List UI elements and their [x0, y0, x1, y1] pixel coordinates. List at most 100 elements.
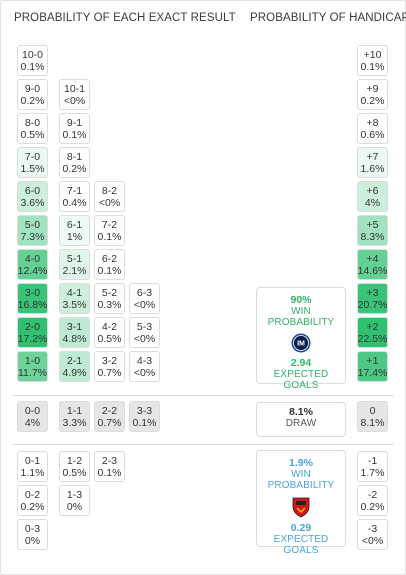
- cell-score: 6-1: [66, 218, 83, 231]
- draw-score-cell: 2-2 0.7%: [94, 401, 125, 432]
- cell-probability: 0.1%: [62, 128, 87, 141]
- cell-probability: 11.7%: [18, 366, 47, 379]
- score-cell: 3-0 16.8%: [17, 283, 48, 314]
- score-cell: 5-3 <0%: [129, 317, 160, 348]
- cell-score: 5-2: [101, 286, 118, 299]
- cell-probability: 4%: [24, 416, 41, 429]
- cell-score: 3-3: [136, 404, 153, 417]
- cell-score: 3-2: [101, 354, 118, 367]
- score-cell: 4-3 <0%: [129, 351, 160, 382]
- cell-score: +2: [366, 320, 379, 333]
- score-cell: 7-0 1.5%: [17, 147, 48, 178]
- cell-score: 6-3: [136, 286, 153, 299]
- handicap-header: PROBABILITY OF HANDICAP: [250, 12, 406, 24]
- home-win-label: WIN PROBABILITY: [267, 306, 335, 328]
- cell-score: -3: [367, 522, 378, 535]
- cell-probability: 0.7%: [97, 416, 122, 429]
- away-win-summary: 1.9% WIN PROBABILITY 0.29 EXPECTED GOALS: [256, 450, 346, 556]
- cell-score: 3-1: [66, 320, 83, 333]
- score-cell: 5-2 0.3%: [94, 283, 125, 314]
- cell-score: 6-2: [101, 252, 118, 265]
- cell-score: 5-1: [66, 252, 83, 265]
- cell-score: 2-2: [101, 404, 118, 417]
- cell-probability: 0%: [66, 500, 83, 513]
- score-cell: 7-2 0.1%: [94, 215, 125, 246]
- handicap-cell: +6 4%: [357, 181, 388, 212]
- away-xg-label: EXPECTED GOALS: [273, 534, 329, 556]
- cell-score: 4-2: [101, 320, 118, 333]
- draw-summary: 8.1% DRAW: [256, 402, 346, 437]
- score-cell: 9-1 0.1%: [59, 113, 90, 144]
- away-score-cell: 2-3 0.1%: [94, 451, 125, 482]
- cell-probability: 0.2%: [20, 500, 45, 513]
- cell-score: 0-0: [24, 404, 41, 417]
- cell-probability: 1.1%: [20, 466, 45, 479]
- score-cell: 3-1 4.8%: [59, 317, 90, 348]
- cell-probability: 4%: [364, 196, 381, 209]
- cell-score: 1-2: [66, 454, 83, 467]
- cell-probability: 0.1%: [360, 60, 385, 73]
- cell-score: 10-0: [21, 48, 43, 61]
- handicap-cell: +7 1.6%: [357, 147, 388, 178]
- cell-probability: 0.2%: [62, 162, 87, 175]
- cell-probability: 22.5%: [357, 332, 388, 345]
- cell-score: 0-3: [24, 522, 41, 535]
- score-cell: 10-0 0.1%: [17, 45, 48, 76]
- score-cell: 6-3 <0%: [129, 283, 160, 314]
- cell-score: 8-1: [66, 150, 83, 163]
- home-xg-label: EXPECTED GOALS: [273, 369, 329, 391]
- cell-probability: 0.2%: [20, 94, 45, 107]
- cell-probability: 1%: [66, 230, 83, 243]
- score-cell: 8-1 0.2%: [59, 147, 90, 178]
- cell-score: 4-1: [66, 286, 83, 299]
- cell-probability: 16.8%: [17, 298, 48, 311]
- score-cell: 8-0 0.5%: [17, 113, 48, 144]
- score-cell: 9-0 0.2%: [17, 79, 48, 110]
- score-cell: 6-1 1%: [59, 215, 90, 246]
- cell-probability: 0.5%: [20, 128, 45, 141]
- score-cell: 7-1 0.4%: [59, 181, 90, 212]
- cell-score: 7-0: [24, 150, 41, 163]
- cell-score: +1: [366, 354, 379, 367]
- cell-score: -1: [367, 454, 378, 467]
- cell-probability: 0.1%: [20, 60, 45, 73]
- handicap-cell: +3 20.7%: [357, 283, 388, 314]
- handicap-cell: +4 14.6%: [357, 249, 388, 280]
- draw-score-cell: 1-1 3.3%: [59, 401, 90, 432]
- score-cell: 5-0 7.3%: [17, 215, 48, 246]
- draw-score-cell: 0-0 4%: [17, 401, 48, 432]
- cell-probability: 3.5%: [62, 298, 87, 311]
- cell-probability: 0.5%: [62, 466, 87, 479]
- cell-score: 0: [369, 404, 376, 417]
- score-cell: 6-2 0.1%: [94, 249, 125, 280]
- svg-text:IM: IM: [297, 341, 305, 348]
- score-cell: 4-2 0.5%: [94, 317, 125, 348]
- cell-probability: 7.3%: [20, 230, 45, 243]
- score-cell: 10-1 <0%: [59, 79, 90, 110]
- cell-probability: 0.6%: [360, 128, 385, 141]
- away-score-cell: 0-2 0.2%: [17, 485, 48, 516]
- cell-probability: 17.2%: [17, 332, 48, 345]
- cell-score: 1-0: [24, 354, 41, 367]
- cell-probability: 12.4%: [17, 264, 48, 277]
- draw-label: DRAW: [285, 418, 317, 429]
- cell-score: 2-1: [66, 354, 83, 367]
- cell-probability: 0.7%: [97, 366, 122, 379]
- cell-score: 4-0: [24, 252, 41, 265]
- cell-score: 0-2: [24, 488, 41, 501]
- score-cell: 5-1 2.1%: [59, 249, 90, 280]
- cell-score: +3: [366, 286, 379, 299]
- cell-probability: 1.7%: [360, 466, 385, 479]
- handicap-cell: +1 17.4%: [357, 351, 388, 382]
- handicap-cell: +5 8.3%: [357, 215, 388, 246]
- handicap-away-cell: -2 0.2%: [357, 485, 388, 516]
- handicap-cell: +2 22.5%: [357, 317, 388, 348]
- cell-score: +5: [366, 218, 379, 231]
- cell-score: +4: [366, 252, 379, 265]
- cell-probability: 0.4%: [62, 196, 87, 209]
- cell-probability: 0.2%: [360, 94, 385, 107]
- cell-score: 6-0: [24, 184, 41, 197]
- cell-probability: 0%: [24, 534, 41, 547]
- cell-score: 4-3: [136, 354, 153, 367]
- cell-score: 8-0: [24, 116, 41, 129]
